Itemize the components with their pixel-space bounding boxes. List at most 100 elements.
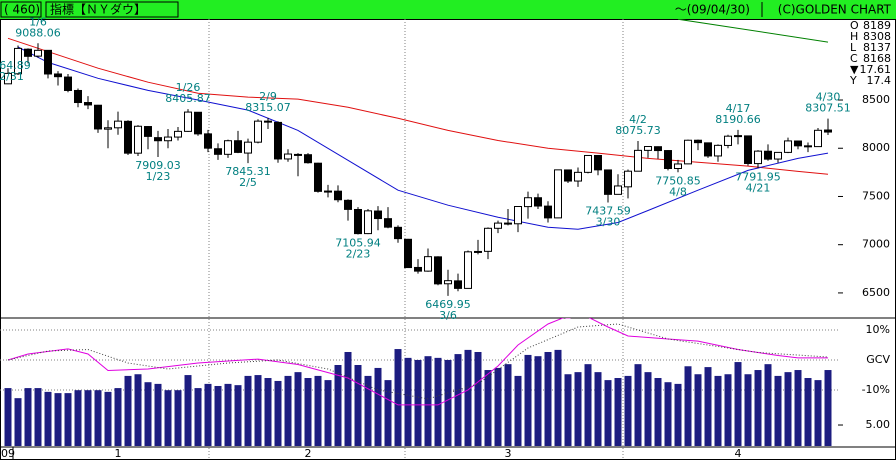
candle-body xyxy=(604,169,612,195)
y-tick-label: -10% xyxy=(862,383,890,396)
annotation-date: 4/8 xyxy=(669,185,687,198)
info-value: 8137 xyxy=(863,41,891,54)
volume-bar xyxy=(84,390,92,446)
candle-body xyxy=(294,153,302,156)
candle-body xyxy=(44,49,52,75)
annotation-date: 12/31 xyxy=(0,70,24,83)
y-tick-label: 6500 xyxy=(862,286,890,299)
volume-bar xyxy=(764,364,772,446)
candle-body xyxy=(524,197,532,208)
candle-body xyxy=(234,140,242,153)
volume-bar xyxy=(464,349,472,446)
volume-bar xyxy=(704,367,712,446)
annotation-date: 1/6 xyxy=(29,15,47,28)
candle-body xyxy=(244,141,252,154)
volume-bar xyxy=(114,388,122,446)
volume-bar xyxy=(64,393,72,446)
volume-bar xyxy=(74,390,82,446)
candle-body xyxy=(134,125,142,154)
volume-bar xyxy=(774,375,782,446)
annotation-date: 3/6 xyxy=(439,309,457,322)
y-tick-label: GCV xyxy=(866,353,890,366)
candle-body xyxy=(284,153,292,160)
info-value: 17.4 xyxy=(867,74,892,87)
candle-body xyxy=(614,185,622,195)
volume-bar xyxy=(524,354,532,446)
candle-body xyxy=(724,135,732,146)
volume-bar xyxy=(544,351,552,446)
annotation-date: 4/30 xyxy=(816,91,841,104)
volume-bar xyxy=(254,375,262,446)
volume-bar xyxy=(274,380,282,446)
header-bar xyxy=(0,0,896,19)
annotation-value: 7750.85 xyxy=(655,174,701,187)
volume-bar xyxy=(584,364,592,446)
info-value: 8168 xyxy=(863,52,891,65)
candle-body xyxy=(464,251,472,289)
candle-body xyxy=(494,222,502,229)
volume-bar xyxy=(804,378,812,446)
volume-bar xyxy=(4,388,12,446)
code-box xyxy=(0,1,42,18)
volume-bar xyxy=(734,362,742,446)
candle-body xyxy=(84,102,92,106)
volume-bar xyxy=(814,380,822,446)
volume-bar xyxy=(294,372,302,446)
candle-body xyxy=(364,210,372,235)
annotation-value: 8405.87 xyxy=(165,92,211,105)
annotation-value: 8075.73 xyxy=(615,124,661,137)
volume-bar xyxy=(374,367,382,446)
candle-body xyxy=(654,146,662,152)
volume-bar xyxy=(444,359,452,446)
candle-body xyxy=(744,135,752,164)
volume-bar xyxy=(124,375,132,446)
candle-body xyxy=(694,139,702,144)
candle-body xyxy=(674,163,682,170)
volume-bar xyxy=(24,388,32,446)
candle-body xyxy=(754,150,762,165)
info-label: L xyxy=(850,41,857,54)
candle-body xyxy=(394,226,402,240)
volume-bar xyxy=(394,349,402,446)
info-value: 8308 xyxy=(863,30,891,43)
volume-bar xyxy=(164,390,172,446)
annotation-value: 7437.59 xyxy=(585,204,631,217)
x-tick-label: 4 xyxy=(735,447,742,460)
volume-bar xyxy=(194,388,202,446)
candle-body xyxy=(504,222,512,225)
volume-bar xyxy=(214,385,222,446)
annotation-value: 8664.89 xyxy=(0,59,31,72)
annotation-date: 4/21 xyxy=(746,181,771,194)
candle-body xyxy=(434,256,442,285)
volume-bar xyxy=(824,370,832,446)
volume-bar xyxy=(714,375,722,446)
candle-body xyxy=(594,154,602,171)
volume-bar xyxy=(574,372,582,446)
title-box xyxy=(45,1,179,18)
candle-body xyxy=(114,120,122,129)
candle-body xyxy=(214,148,222,155)
candle-body xyxy=(144,126,152,137)
volume-bar xyxy=(594,372,602,446)
volume-bar xyxy=(674,383,682,446)
info-label: C xyxy=(850,52,858,65)
volume-bar xyxy=(264,378,272,446)
candle-body xyxy=(354,208,362,235)
volume-bar xyxy=(724,374,732,446)
annotation-value: 7791.95 xyxy=(735,170,781,183)
info-label: ▼ xyxy=(850,63,859,76)
volume-bar xyxy=(334,365,342,446)
candle-body xyxy=(4,72,12,85)
annotation-date: 2/5 xyxy=(239,176,257,189)
volume-bar xyxy=(184,375,192,446)
candle-body xyxy=(564,169,572,182)
volume-bar xyxy=(104,391,112,446)
volume-bar xyxy=(174,390,182,446)
annotation-value: 9088.06 xyxy=(15,26,61,39)
volume-bar xyxy=(684,366,692,446)
candle-body xyxy=(14,47,22,75)
candle-body xyxy=(334,190,342,201)
oscillator-line xyxy=(7,323,829,400)
volume-bar xyxy=(784,372,792,446)
candle-body xyxy=(474,250,482,253)
